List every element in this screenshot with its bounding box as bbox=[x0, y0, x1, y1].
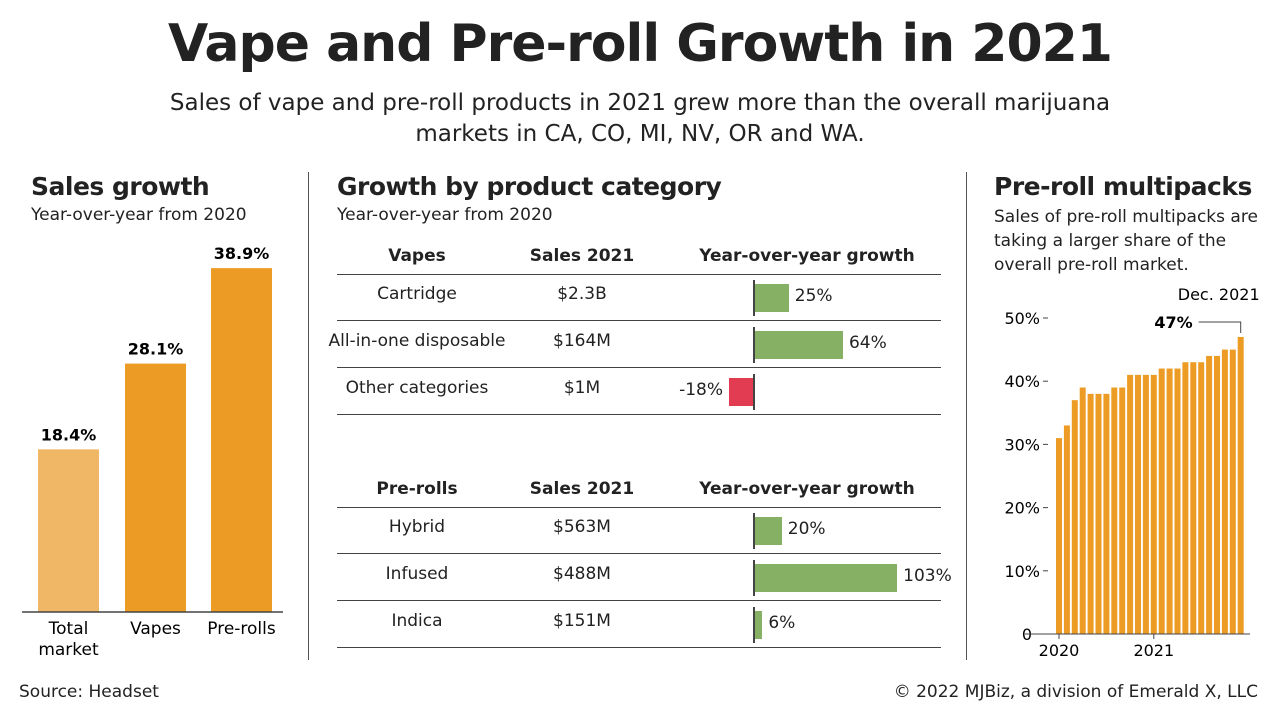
annotation-date: Dec. 2021 bbox=[1178, 285, 1260, 304]
growth-bar bbox=[728, 378, 754, 406]
credit-note: © 2022 MJBiz, a division of Emerald X, L… bbox=[893, 682, 1258, 702]
growth-bar bbox=[754, 331, 843, 359]
growth-label: 25% bbox=[794, 286, 833, 306]
growth-bar bbox=[754, 517, 782, 545]
month-bar bbox=[1221, 349, 1228, 634]
growth-label: -18% bbox=[679, 380, 723, 400]
row-name: Cartridge bbox=[377, 284, 457, 304]
row-name: Infused bbox=[385, 564, 449, 584]
row-name: Indica bbox=[391, 611, 443, 631]
month-bar bbox=[1056, 438, 1062, 634]
sales-growth-chart: 18.4% 28.1% 38.9% Total market Vapes Pre-rolls bbox=[22, 244, 283, 660]
zero-axis bbox=[753, 560, 755, 596]
category-title: Growth by product category bbox=[337, 172, 722, 201]
month-bar bbox=[1166, 368, 1173, 634]
row-sales: $563M bbox=[553, 517, 611, 537]
y-tick-label: 50% bbox=[1004, 309, 1040, 328]
bar-value-label: 18.4% bbox=[41, 425, 97, 444]
annotation-leader bbox=[1198, 321, 1242, 333]
sales-growth-subtitle: Year-over-year from 2020 bbox=[31, 205, 247, 225]
month-bar bbox=[1087, 393, 1094, 634]
month-bar bbox=[1182, 362, 1189, 634]
month-bar bbox=[1190, 362, 1197, 634]
month-bar bbox=[1111, 387, 1118, 634]
month-bar bbox=[1135, 374, 1141, 634]
divider bbox=[966, 172, 967, 660]
table-row: Other categories $1M -18% bbox=[337, 368, 941, 415]
column-header: Sales 2021 bbox=[529, 479, 635, 499]
zero-axis bbox=[753, 513, 755, 549]
table-row: All-in-one disposable $164M 64% bbox=[328, 321, 941, 368]
month-bar bbox=[1079, 387, 1086, 634]
page-title: Vape and Pre-roll Growth in 2021 bbox=[168, 14, 1113, 74]
category-subtitle: Year-over-year from 2020 bbox=[337, 205, 553, 225]
row-name: Hybrid bbox=[388, 517, 446, 537]
row-sales: $2.3B bbox=[557, 284, 607, 304]
y-tick-label: 30% bbox=[1004, 435, 1040, 454]
category-label: Vapes bbox=[130, 619, 181, 639]
column-header: Pre-rolls bbox=[376, 479, 458, 499]
zero-axis bbox=[753, 607, 755, 643]
table-row: Hybrid $563M 20% bbox=[337, 507, 941, 554]
zero-axis bbox=[753, 374, 755, 410]
y-tick-label: 10% bbox=[1004, 562, 1040, 581]
month-bar bbox=[1063, 425, 1070, 634]
month-bar bbox=[1095, 393, 1102, 634]
growth-label: 20% bbox=[787, 519, 826, 539]
category-label: Pre-rolls bbox=[207, 619, 276, 639]
month-bar bbox=[1142, 374, 1149, 634]
annotation-value: 47% bbox=[1154, 313, 1192, 332]
multipacks-title: Pre-roll multipacks bbox=[994, 172, 1252, 201]
month-bar bbox=[1198, 362, 1205, 634]
growth-bar bbox=[754, 611, 763, 639]
month-bar bbox=[1174, 368, 1181, 634]
row-sales: $151M bbox=[553, 611, 611, 631]
x-tick-label: 2020 bbox=[1039, 641, 1080, 660]
month-bar bbox=[1071, 400, 1078, 634]
y-tick-label: 20% bbox=[1004, 499, 1040, 518]
bar-value-label: 38.9% bbox=[214, 244, 270, 263]
divider bbox=[308, 172, 309, 660]
zero-axis bbox=[753, 327, 755, 363]
column-header: Sales 2021 bbox=[529, 246, 635, 266]
multipacks-subtitle: Sales of pre-roll multipacks are taking … bbox=[994, 207, 1258, 275]
page-subtitle: Sales of vape and pre-roll products in 2… bbox=[169, 90, 1111, 147]
zero-axis bbox=[753, 280, 755, 316]
bar-value-label: 28.1% bbox=[128, 340, 184, 359]
month-bar bbox=[1237, 336, 1244, 634]
growth-bar bbox=[754, 564, 898, 592]
column-header: Year-over-year growth bbox=[699, 246, 915, 266]
month-bar bbox=[1119, 387, 1126, 634]
y-tick-label: 40% bbox=[1004, 372, 1040, 391]
column-header: Year-over-year growth bbox=[699, 479, 915, 499]
row-name: All-in-one disposable bbox=[328, 331, 506, 351]
month-bar bbox=[1229, 349, 1236, 634]
row-name: Other categories bbox=[345, 378, 489, 398]
row-sales: $488M bbox=[553, 564, 611, 584]
bar-0 bbox=[38, 449, 99, 612]
column-header: Vapes bbox=[388, 246, 446, 266]
month-bar bbox=[1127, 374, 1134, 634]
bar-1 bbox=[125, 363, 186, 612]
category-label: Total market bbox=[38, 619, 99, 660]
growth-bar bbox=[754, 284, 789, 312]
sales-growth-title: Sales growth bbox=[31, 172, 210, 201]
growth-label: 6% bbox=[768, 613, 796, 633]
x-tick-label: 2021 bbox=[1133, 641, 1174, 660]
growth-label: 64% bbox=[848, 333, 887, 353]
month-bar bbox=[1206, 355, 1213, 634]
month-bar bbox=[1150, 374, 1157, 634]
source-note: Source: Headset bbox=[19, 682, 159, 702]
month-bar bbox=[1103, 393, 1110, 634]
growth-label: 103% bbox=[903, 566, 952, 586]
row-sales: $1M bbox=[563, 378, 601, 398]
table-row: Cartridge $2.3B 25% bbox=[337, 274, 941, 321]
month-bar bbox=[1158, 368, 1165, 634]
table-row: Infused $488M 103% bbox=[337, 554, 952, 601]
row-sales: $164M bbox=[553, 331, 611, 351]
bar-2 bbox=[211, 268, 272, 612]
month-bar bbox=[1214, 355, 1220, 634]
table-row: Indica $151M 6% bbox=[337, 601, 941, 648]
